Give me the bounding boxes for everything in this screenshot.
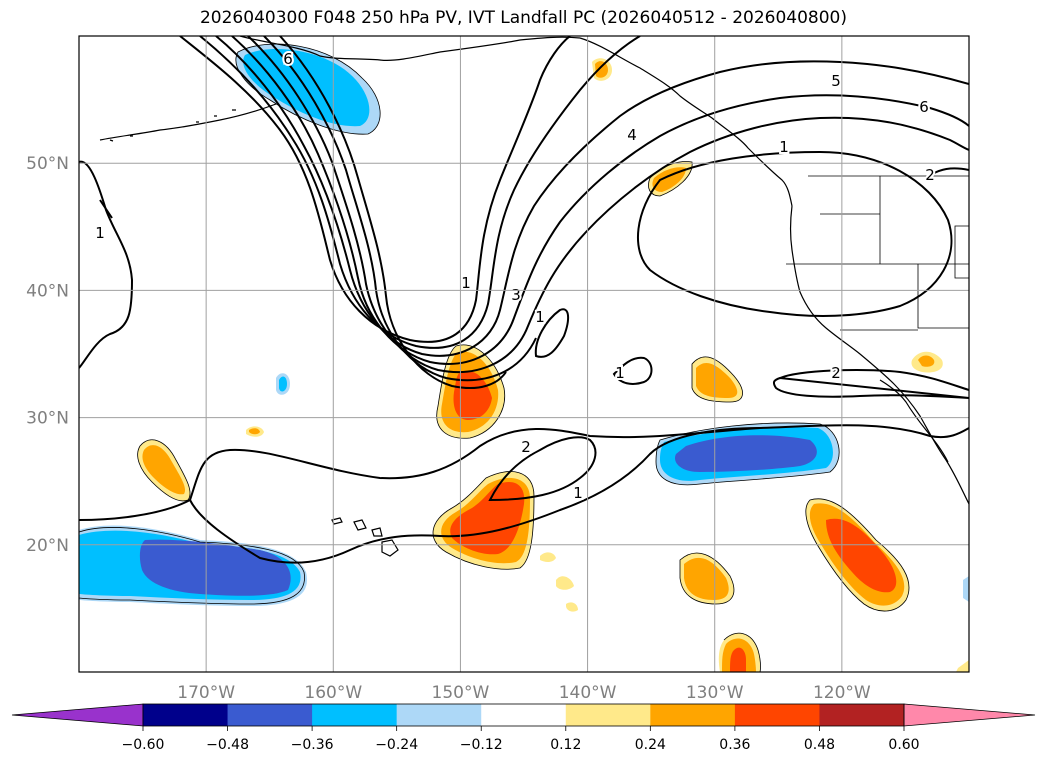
map-area: 6 1 1 3 1 1 2 1 4 5 6 1 2 2 (79, 36, 969, 672)
colorbar-segment (819, 704, 905, 726)
colorbar-segment (565, 704, 651, 726)
colorbar-extend-max (903, 703, 1036, 727)
colorbar-frame (142, 703, 905, 727)
contour-label-6-ridge: 6 (919, 98, 929, 116)
colorbar-segment (396, 704, 482, 726)
colorbar-tick-label: −0.24 (375, 737, 418, 753)
colorbar-tick-label: 0.60 (888, 737, 919, 753)
pv-contour-ridge (637, 150, 953, 317)
contour-label-3-trough: 3 (511, 286, 521, 304)
lon-tick-label: 120°W (813, 683, 871, 703)
lon-tick-labels: 170°W 160°W 150°W 140°W 130°W 120°W (177, 683, 871, 703)
lon-tick-label: 170°W (177, 683, 235, 703)
colorbar-tick-label: 0.24 (635, 737, 666, 753)
lon-tick-label: 160°W (304, 683, 362, 703)
colorbar-tick-label: 0.48 (804, 737, 835, 753)
shading-layer (79, 44, 969, 672)
coastlines (99, 36, 969, 557)
lon-tick-label: 140°W (559, 683, 617, 703)
contour-label-2-ridge: 2 (925, 166, 935, 184)
lat-tick-label: 30°N (26, 409, 69, 429)
colorbar-tick-label: −0.12 (460, 737, 503, 753)
contour-label-1-subtropical: 1 (573, 484, 583, 502)
lat-tick-labels: 50°N 40°N 30°N 20°N (26, 154, 69, 556)
colorbar-tick-label: −0.48 (206, 737, 249, 753)
contour-label-1-cutoff: 1 (535, 308, 545, 326)
gridlines (79, 36, 969, 672)
lat-tick-label: 20°N (26, 536, 69, 556)
political-borders (786, 175, 969, 331)
pv-contour-subtropical (79, 424, 969, 521)
colorbar-tick-label: −0.60 (122, 737, 165, 753)
colorbar-segment (481, 704, 567, 726)
colorbar-segment (312, 704, 398, 726)
colorbar-segment (143, 704, 229, 726)
axes-frame (78, 35, 970, 673)
colorbar-extend-min (11, 703, 144, 727)
contour-label-4-ridge: 4 (627, 126, 637, 144)
contour-label-1-ridge: 1 (779, 138, 789, 156)
lon-tick-label: 130°W (686, 683, 744, 703)
contour-label-5-ridge: 5 (831, 72, 841, 90)
pv-contour-west (79, 160, 134, 369)
pv-contours (79, 36, 969, 564)
contour-labels: 6 1 1 3 1 1 2 1 4 5 6 1 2 2 (93, 48, 937, 504)
colorbar-segment (227, 704, 313, 726)
chart-title: 2026040300 F048 250 hPa PV, IVT Landfall… (199, 8, 847, 28)
colorbar-tick-label: 0.12 (550, 737, 581, 753)
colorbar-tick-label: −0.36 (291, 737, 334, 753)
anomaly-outlines (79, 43, 910, 672)
contour-label-2-coast: 2 (831, 364, 841, 382)
contour-label-1-west: 1 (95, 224, 105, 242)
contour-label-1-trough: 1 (461, 274, 471, 292)
colorbar-segment (734, 704, 820, 726)
lon-tick-label: 150°W (432, 683, 490, 703)
colorbar-tick-label: 0.36 (719, 737, 750, 753)
contour-label-6-nw: 6 (283, 50, 293, 68)
lat-tick-label: 50°N (26, 154, 69, 174)
contour-label-2-subtropical: 2 (521, 438, 531, 456)
contour-label-1-small: 1 (615, 364, 625, 382)
lat-tick-label: 40°N (26, 281, 69, 301)
colorbar-segment (650, 704, 736, 726)
colorbar: −0.60 −0.48 −0.36 −0.24 −0.12 0.12 0.24 0.36 0.4… (11, 703, 1036, 753)
